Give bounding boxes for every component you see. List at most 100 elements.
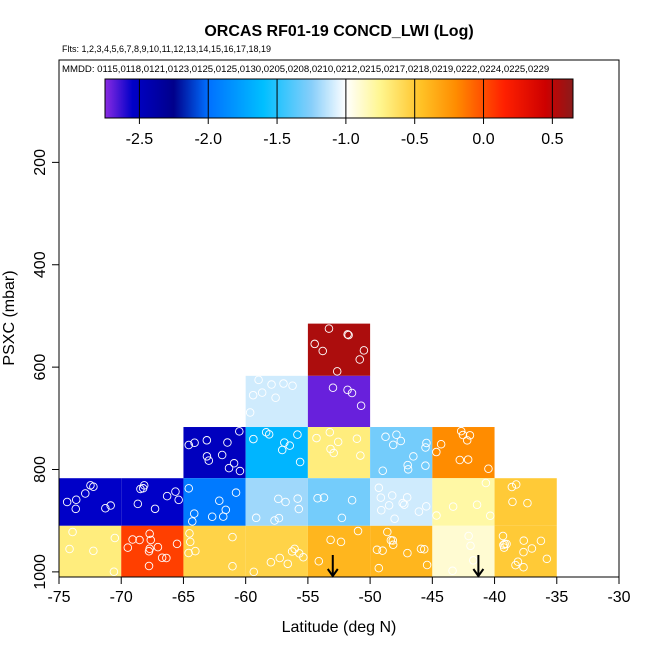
sample-point	[463, 455, 473, 464]
sample-point	[217, 450, 227, 460]
sample-point	[486, 511, 495, 521]
x-tick-label: -60	[234, 589, 257, 606]
sample-point	[293, 494, 302, 503]
sample-point	[145, 544, 154, 554]
sample-point	[387, 491, 397, 500]
sample-point	[202, 452, 212, 461]
sample-point	[352, 434, 362, 443]
x-tick-label: -75	[47, 589, 70, 606]
heatmap-cell	[370, 525, 433, 577]
sample-point	[228, 561, 237, 571]
sample-point	[207, 512, 217, 522]
sample-point	[86, 481, 95, 490]
heatmap-cell	[432, 478, 495, 526]
x-tick-label: -30	[607, 589, 630, 606]
sample-point	[374, 563, 384, 573]
sample-point	[249, 434, 258, 444]
sample-point	[396, 436, 406, 446]
sample-point	[343, 330, 352, 339]
sample-point	[133, 499, 143, 509]
colorbar-tick-label: -1.0	[332, 131, 360, 148]
sample-point	[403, 465, 413, 474]
sample-point	[356, 451, 365, 460]
sample-point	[191, 546, 200, 556]
sample-point	[336, 537, 346, 547]
sample-point	[511, 480, 521, 489]
sample-point	[89, 546, 98, 556]
sample-point	[71, 495, 81, 505]
sample-point	[523, 498, 532, 508]
sample-point	[344, 330, 353, 340]
sample-point	[508, 497, 517, 507]
arrow-marker	[326, 555, 339, 578]
sample-point	[333, 437, 343, 447]
sample-point	[299, 552, 308, 562]
sample-point	[403, 460, 412, 470]
sample-point	[145, 529, 154, 538]
sample-point	[314, 557, 324, 566]
sample-point	[499, 543, 509, 552]
heatmap-cell	[183, 525, 246, 577]
sample-point	[421, 443, 430, 452]
sample-point	[372, 545, 382, 555]
sample-point	[249, 567, 259, 577]
heatmap-cell	[121, 478, 184, 526]
sample-point	[267, 380, 276, 389]
sample-point	[376, 493, 386, 502]
sample-point	[324, 324, 334, 333]
sample-point	[139, 481, 149, 490]
sample-point	[409, 452, 418, 461]
sample-point	[326, 535, 335, 545]
y-tick-label: 400	[32, 251, 49, 278]
sample-point	[135, 535, 144, 545]
sample-point	[274, 513, 284, 523]
sample-point	[319, 493, 329, 502]
x-tick-label: -55	[296, 589, 319, 606]
sample-point	[519, 536, 529, 545]
sample-point	[271, 393, 280, 402]
sample-point	[484, 464, 493, 474]
sample-point	[228, 532, 237, 542]
sample-point	[65, 544, 74, 554]
heatmap-cell	[307, 375, 371, 428]
heatmap-cell	[245, 427, 308, 479]
heatmap-cells	[59, 323, 557, 577]
sample-point	[465, 431, 475, 440]
sample-point	[293, 430, 302, 439]
sample-point	[270, 516, 279, 525]
sample-point	[110, 533, 120, 543]
sample-point	[184, 484, 194, 493]
sample-point	[294, 504, 304, 514]
sample-point	[343, 385, 352, 395]
sample-point	[266, 557, 276, 567]
sample-point	[356, 401, 366, 410]
sample-point	[325, 427, 335, 437]
heatmap-cell	[494, 478, 557, 526]
heatmap-cell	[59, 525, 122, 577]
sample-point	[481, 478, 491, 488]
sample-point	[274, 494, 283, 504]
sample-point	[513, 557, 523, 567]
sample-point	[384, 501, 394, 510]
sample-point	[248, 390, 258, 400]
sample-point	[162, 491, 172, 501]
y-tick-label: 600	[32, 354, 49, 381]
sample-point	[422, 560, 432, 570]
y-axis-label: PSXC (mbar)	[1, 270, 18, 365]
flights-subtitle: Flts: 1,2,3,4,5,6,7,8,9,10,11,12,13,14,1…	[62, 44, 271, 54]
sample-point	[414, 507, 424, 516]
sample-point	[277, 445, 287, 455]
sample-point	[279, 379, 288, 388]
sample-point	[261, 428, 271, 437]
sample-point	[381, 432, 390, 442]
sample-point	[388, 540, 398, 550]
sample-point	[204, 456, 214, 465]
x-tick-label: -45	[421, 589, 444, 606]
colorbar-tick-label: -2.5	[126, 131, 154, 148]
heatmap-cell	[183, 427, 246, 479]
arrow-marker	[472, 555, 485, 578]
sample-point	[264, 430, 274, 439]
sample-point	[186, 537, 195, 547]
sample-point	[419, 544, 429, 554]
